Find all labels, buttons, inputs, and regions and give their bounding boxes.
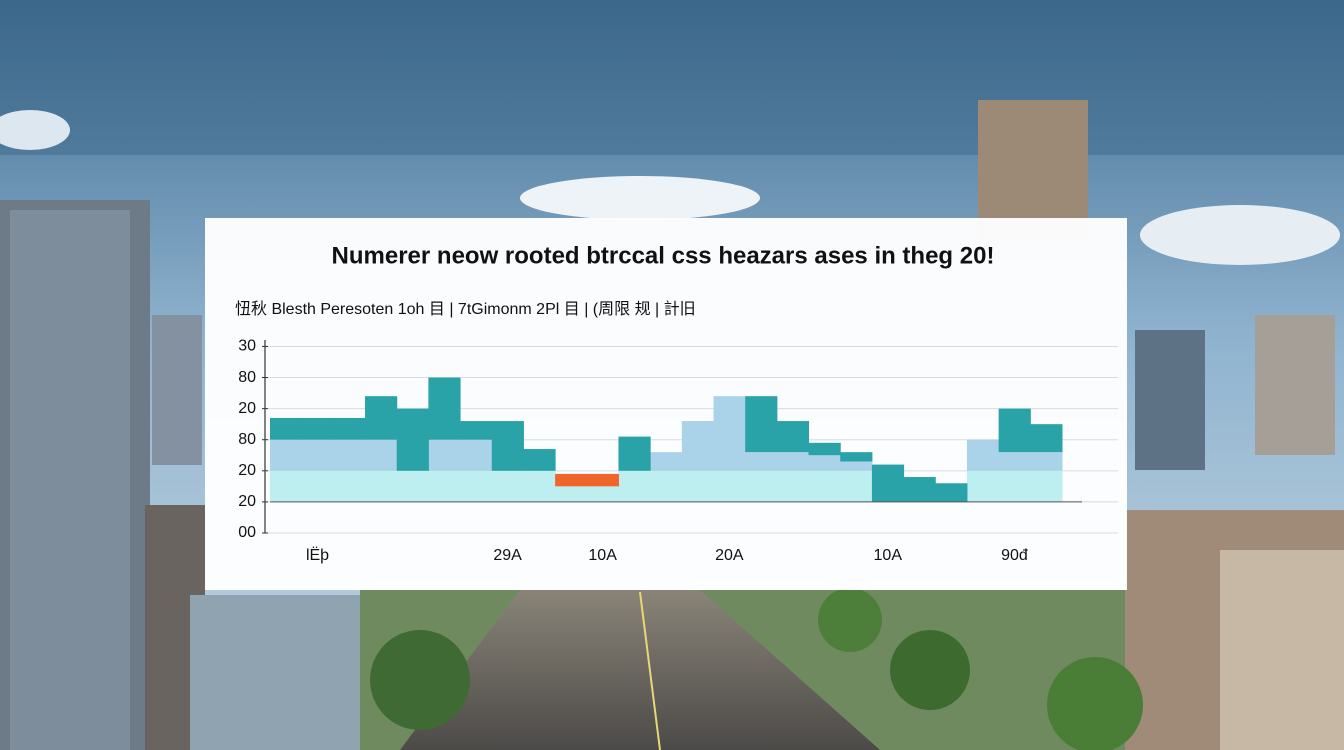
bar-segment (966, 470, 1000, 502)
x-tick-label: 10A (588, 547, 617, 564)
bar-segment (460, 470, 493, 502)
bar-segment (745, 470, 778, 502)
y-tick-label: 00 (238, 524, 256, 541)
bar-segment (333, 439, 366, 471)
bar-segment (713, 396, 746, 471)
bar-segment (301, 470, 334, 502)
y-tick-label: 30 (238, 338, 256, 355)
bar-segment (776, 421, 810, 453)
y-tick-label: 80 (238, 431, 256, 448)
bar-segment (460, 421, 493, 440)
bar-segment (871, 464, 905, 502)
bar-segment (270, 417, 303, 440)
bar-segment (301, 439, 334, 471)
bar-segment (681, 470, 715, 502)
bar-segment (555, 473, 588, 487)
bar-segment (491, 470, 524, 502)
bar-segment (776, 452, 810, 471)
bar-segment (396, 408, 429, 471)
bar-segment (428, 439, 461, 471)
bar-segment (1030, 470, 1063, 502)
x-tick-label: lЁþ (306, 546, 329, 564)
bar-segment (808, 455, 841, 471)
chart-panel (205, 218, 1127, 590)
bar-segment (840, 470, 873, 502)
bar-segment (586, 473, 619, 487)
chart-title: Numerer neow rooted btrccal css heazars … (332, 242, 995, 269)
bar-segment (586, 486, 619, 502)
bar-segment (365, 470, 398, 502)
chart-subtitle: 忸秋 Blesth Peresoten 1oh 目 | 7tGimonm 2Pl… (235, 300, 696, 318)
bar-segment (428, 470, 461, 502)
bar-segment (998, 452, 1031, 471)
bar-segment (903, 477, 936, 502)
bar-segment (808, 470, 841, 502)
bar-segment (333, 417, 366, 440)
bar-segment (840, 461, 873, 471)
bar-segment (966, 439, 1000, 471)
x-tick-label: 29A (493, 547, 522, 564)
bar-segment (1030, 452, 1063, 471)
bar-segment (745, 452, 778, 471)
bar-segment (840, 452, 873, 462)
bar-segment (491, 421, 524, 471)
bar-segment (333, 470, 366, 502)
bar-segment (365, 439, 398, 471)
bar-segment (270, 470, 303, 502)
x-tick-label: 20A (715, 547, 744, 564)
bar-segment (998, 470, 1031, 502)
bar-segment (618, 470, 651, 502)
bar-segment (365, 396, 398, 440)
bar-segment (396, 470, 429, 502)
bar-segment (428, 377, 461, 440)
y-tick-label: 20 (238, 400, 256, 417)
bar-segment (681, 421, 715, 471)
bar-segment (618, 436, 651, 471)
bar-segment (808, 442, 841, 456)
bar-segment (1030, 424, 1063, 453)
bar-segment (301, 417, 334, 440)
x-tick-label: 10A (874, 547, 903, 564)
bar-segment (745, 396, 778, 453)
bar-segment (776, 470, 810, 502)
bar-segment (523, 449, 556, 471)
y-tick-label: 20 (238, 462, 256, 479)
bar-segment (460, 439, 493, 471)
y-tick-label: 80 (238, 369, 256, 386)
bar-segment (713, 470, 746, 502)
bar-segment (935, 483, 968, 502)
x-tick-label: 90đ (1001, 547, 1028, 564)
bar-segment (650, 470, 683, 502)
bar-segment (998, 408, 1031, 453)
bar-segment (270, 439, 303, 471)
bar-segment (650, 452, 683, 471)
y-tick-label: 20 (238, 493, 256, 510)
bar-segment (555, 486, 588, 502)
bar-segment (523, 470, 556, 502)
